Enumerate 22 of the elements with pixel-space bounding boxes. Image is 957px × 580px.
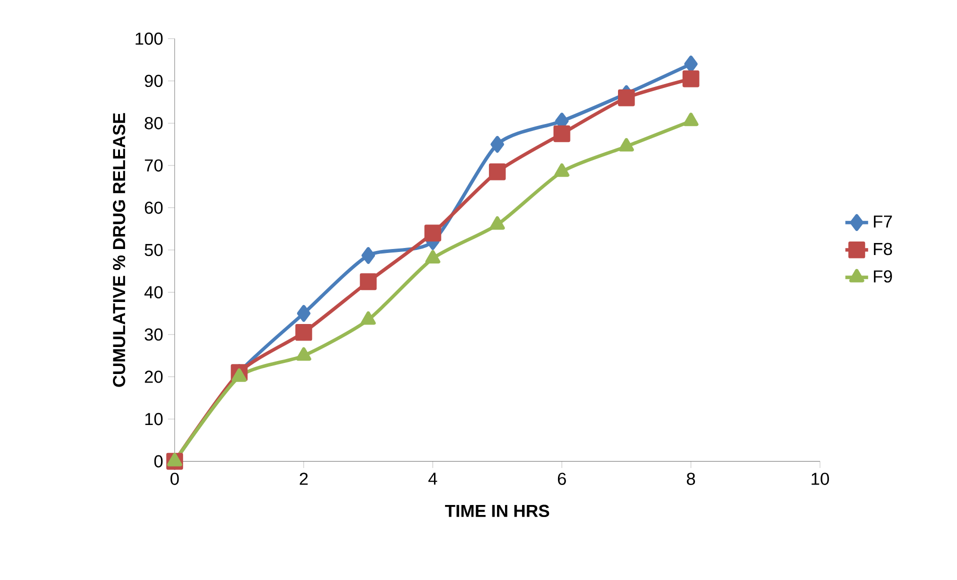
y-tick-label: 60: [144, 202, 163, 214]
y-tick-label: 80: [144, 117, 163, 130]
legend-label: F9: [874, 270, 892, 283]
x-axis-title: TIME IN HRS: [445, 504, 550, 518]
y-tick-label: 90: [144, 74, 163, 88]
legend-label: F8: [874, 242, 892, 256]
y-tick-label: 40: [144, 286, 163, 298]
x-tick-label: 8: [686, 472, 695, 485]
legend-label: F7: [874, 216, 892, 228]
x-tick-label: 2: [300, 472, 308, 485]
x-tick-label: 0: [170, 472, 179, 485]
y-tick-label: 30: [144, 328, 163, 341]
y-tick-label: 0: [154, 455, 163, 468]
y-tick-label: 70: [144, 159, 163, 172]
y-tick-label: 50: [144, 244, 163, 256]
x-tick-label: 6: [558, 472, 566, 485]
y-axis-title: CUMULATIVE % DRUG RELEASE: [112, 113, 126, 387]
y-tick-label: 20: [144, 370, 163, 383]
x-tick-label: 10: [812, 472, 829, 485]
y-tick-label: 10: [145, 412, 163, 426]
y-tick-label: 100: [136, 32, 163, 45]
x-tick-label: 4: [428, 472, 438, 485]
